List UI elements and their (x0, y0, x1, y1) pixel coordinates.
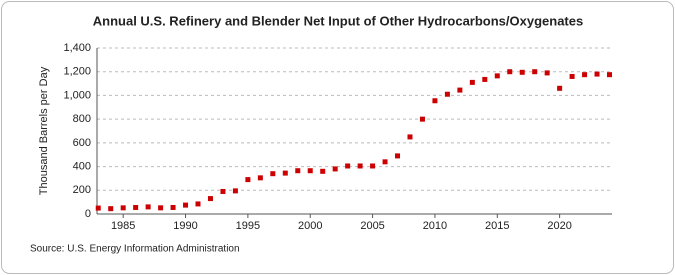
point (594, 71, 600, 77)
x-tick-label: 2005 (360, 220, 384, 232)
point (108, 206, 114, 212)
source: Source: U.S. Energy Information Administ… (30, 244, 240, 255)
point (220, 188, 226, 194)
x-tick-label: 2010 (423, 220, 447, 232)
point (332, 166, 338, 172)
y-tick-label: 1,400 (63, 42, 91, 54)
point (195, 201, 201, 207)
point (395, 153, 401, 159)
point (432, 98, 438, 104)
point (382, 159, 388, 165)
point (370, 163, 376, 169)
point (607, 72, 613, 78)
point (569, 73, 575, 79)
x-tick-label: 2015 (485, 220, 509, 232)
point (357, 163, 363, 169)
point (232, 188, 238, 194)
point (307, 168, 313, 174)
point (519, 69, 525, 75)
y-tick-label: 800 (73, 113, 91, 125)
point (407, 134, 413, 140)
x-tick-label: 1985 (111, 220, 135, 232)
point (295, 168, 301, 174)
y-axis-label: Thousand Barrels per Day (38, 66, 50, 195)
point (557, 85, 563, 91)
x-tick-label: 1995 (236, 220, 260, 232)
y-tick-label: 1,200 (63, 66, 91, 78)
point (245, 177, 251, 183)
point (482, 76, 488, 82)
point (582, 72, 588, 78)
chart-title: Annual U.S. Refinery and Blender Net Inp… (93, 13, 583, 28)
y-tick-label: 200 (73, 184, 91, 196)
point (532, 69, 538, 75)
x-tick-label: 2020 (547, 220, 571, 232)
point (345, 163, 351, 169)
point (158, 205, 164, 211)
point (207, 196, 213, 202)
point (320, 168, 326, 174)
point (494, 73, 500, 79)
point (145, 204, 151, 210)
point (469, 79, 475, 85)
point (282, 170, 288, 176)
y-tick-label: 0 (85, 208, 91, 220)
point (133, 204, 139, 210)
point (270, 171, 276, 177)
y-tick-label: 400 (73, 160, 91, 172)
point (444, 91, 450, 97)
point (170, 204, 176, 210)
x-tick-label: 2000 (298, 220, 322, 232)
y-tick-label: 1,000 (63, 89, 91, 101)
point (120, 205, 126, 211)
point (457, 87, 463, 93)
point (257, 175, 263, 181)
point (419, 116, 425, 122)
x-tick-label: 1990 (173, 220, 197, 232)
y-tick-label: 600 (73, 137, 91, 149)
point (544, 70, 550, 76)
point (183, 202, 189, 208)
point (95, 205, 101, 211)
point (507, 69, 513, 75)
